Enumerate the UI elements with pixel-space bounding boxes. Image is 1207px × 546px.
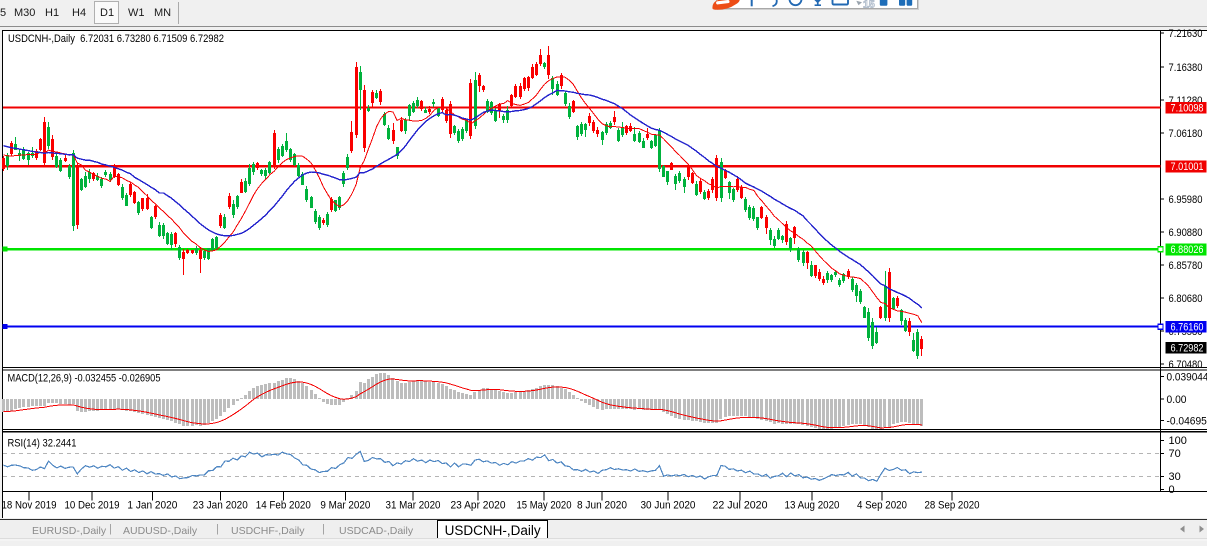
svg-text:8 Jun 2020: 8 Jun 2020	[577, 500, 627, 512]
svg-text:6.76160: 6.76160	[1171, 322, 1204, 334]
svg-text:0: 0	[1169, 484, 1175, 496]
svg-text:13 Aug 2020: 13 Aug 2020	[785, 500, 840, 512]
svg-text:22 Jul 2020: 22 Jul 2020	[713, 500, 768, 512]
svg-text:6.80680: 6.80680	[1169, 293, 1203, 305]
svg-text:23 Apr 2020: 23 Apr 2020	[451, 500, 506, 512]
svg-text:30 Jun 2020: 30 Jun 2020	[641, 500, 696, 512]
svg-text:31 Mar 2020: 31 Mar 2020	[386, 500, 441, 512]
svg-text:7.21630: 7.21630	[1169, 28, 1203, 40]
svg-text:6.90880: 6.90880	[1169, 227, 1203, 239]
svg-text:15 May 2020: 15 May 2020	[517, 500, 572, 512]
svg-text:0.039044: 0.039044	[1167, 372, 1207, 384]
svg-text:7.16380: 7.16380	[1169, 62, 1203, 74]
svg-text:28 Sep 2020: 28 Sep 2020	[925, 500, 980, 512]
svg-text:18 Nov 2019: 18 Nov 2019	[2, 500, 57, 512]
svg-text:9 Mar 2020: 9 Mar 2020	[320, 500, 370, 512]
svg-text:4 Sep 2020: 4 Sep 2020	[857, 500, 907, 512]
svg-text:6.95980: 6.95980	[1169, 194, 1203, 206]
svg-text:1 Jan 2020: 1 Jan 2020	[127, 500, 177, 512]
svg-text:USDCNH-,Daily 6.72031 6.73280: USDCNH-,Daily 6.72031 6.73280 6.71509 6.…	[8, 33, 224, 45]
svg-text:7.10098: 7.10098	[1171, 102, 1204, 114]
svg-text:30: 30	[1169, 471, 1181, 483]
svg-text:14 Feb 2020: 14 Feb 2020	[256, 500, 311, 512]
svg-text:6.72982: 6.72982	[1171, 342, 1204, 354]
svg-text:7.06180: 7.06180	[1169, 128, 1203, 140]
svg-text:23 Jan 2020: 23 Jan 2020	[193, 500, 248, 512]
svg-text:6.70480: 6.70480	[1169, 359, 1203, 371]
svg-text:6.85780: 6.85780	[1169, 260, 1203, 272]
svg-text:MACD(12,26,9) -0.032455 -0.026: MACD(12,26,9) -0.032455 -0.026905	[8, 373, 161, 385]
svg-text:-0.046955: -0.046955	[1167, 415, 1207, 427]
svg-text:100: 100	[1169, 435, 1187, 447]
svg-text:RSI(14) 32.2441: RSI(14) 32.2441	[8, 438, 77, 450]
svg-text:6.88026: 6.88026	[1171, 244, 1204, 256]
svg-text:7.01001: 7.01001	[1171, 161, 1204, 173]
svg-text:10 Dec 2019: 10 Dec 2019	[65, 500, 120, 512]
svg-text:0.00: 0.00	[1167, 394, 1187, 406]
svg-text:70: 70	[1169, 448, 1181, 460]
svg-text:15: 15	[863, 0, 875, 11]
